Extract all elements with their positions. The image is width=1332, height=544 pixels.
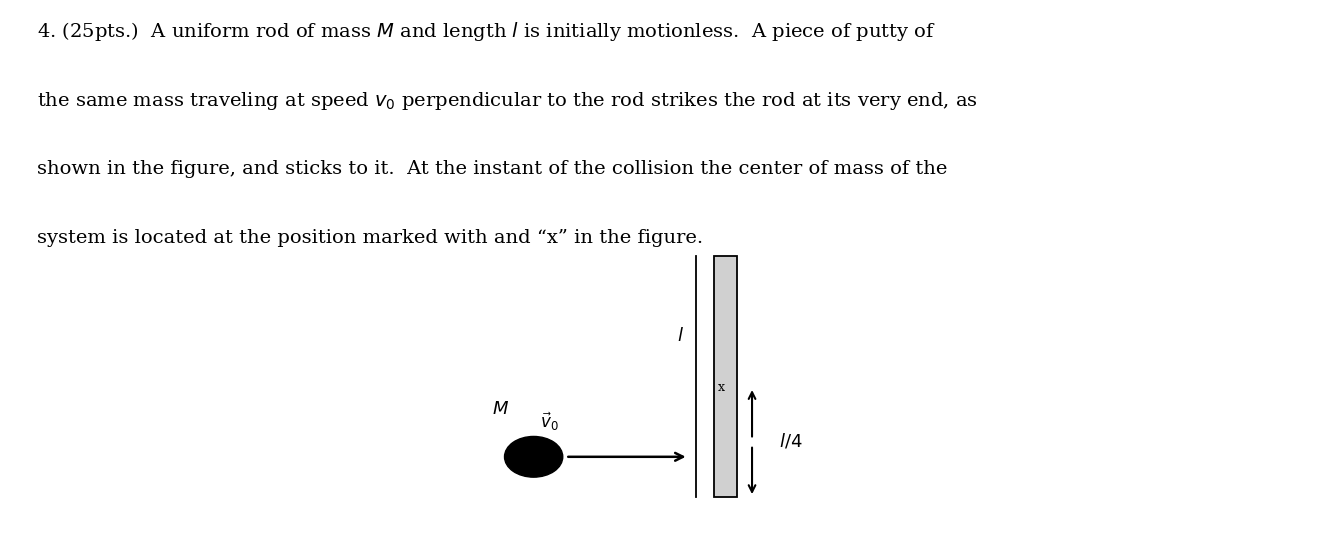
Text: $l/4$: $l/4$ <box>778 431 802 450</box>
Text: system is located at the position marked with and “x” in the figure.: system is located at the position marked… <box>37 229 703 247</box>
Text: $\vec{v}_0$: $\vec{v}_0$ <box>541 411 559 433</box>
Text: 4. (25pts.)  A uniform rod of mass $M$ and length $l$ is initially motionless.  : 4. (25pts.) A uniform rod of mass $M$ an… <box>37 20 936 43</box>
Text: the same mass traveling at speed $v_0$ perpendicular to the rod strikes the rod : the same mass traveling at speed $v_0$ p… <box>37 90 978 112</box>
Text: $M$: $M$ <box>492 400 509 418</box>
Text: shown in the figure, and sticks to it.  At the instant of the collision the cent: shown in the figure, and sticks to it. A… <box>37 159 947 177</box>
Bar <box>714 256 738 497</box>
Ellipse shape <box>505 436 562 477</box>
Text: $l$: $l$ <box>677 327 685 345</box>
Text: x: x <box>718 381 725 394</box>
